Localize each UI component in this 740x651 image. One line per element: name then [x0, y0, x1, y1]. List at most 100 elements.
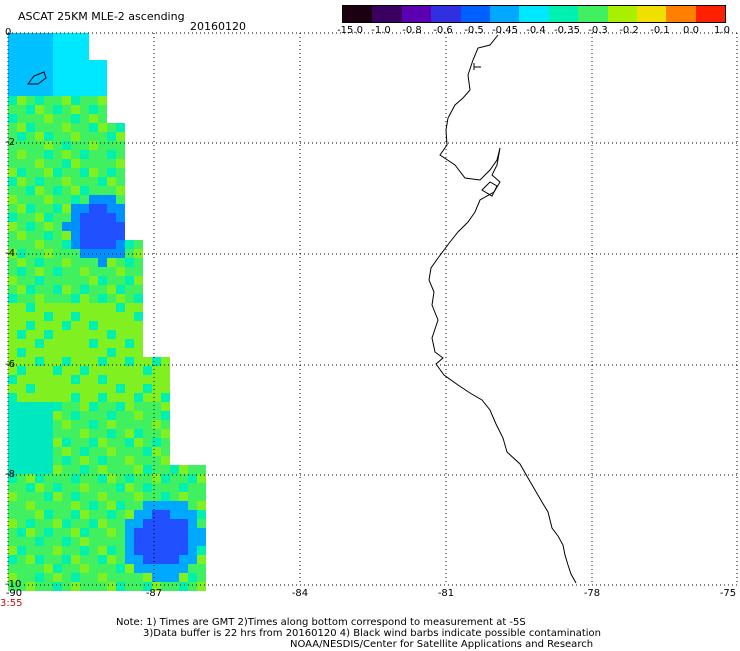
swath-cell	[26, 528, 35, 537]
swath-cell	[197, 555, 206, 564]
swath-cell	[161, 474, 170, 483]
latitude-label: -8	[5, 469, 15, 480]
swath-cell	[134, 294, 143, 303]
swath-cell	[26, 492, 35, 501]
swath-cell	[98, 204, 107, 213]
swath-cell	[179, 555, 188, 564]
swath-cell	[26, 411, 35, 420]
swath-cell	[188, 510, 197, 519]
swath-cell	[179, 537, 188, 546]
swath-cell	[107, 519, 116, 528]
swath-cell	[80, 285, 89, 294]
swath-cell	[143, 519, 152, 528]
swath-cell	[98, 411, 107, 420]
swath-cell	[107, 249, 116, 258]
swath-cell	[44, 366, 53, 375]
colorbar-label: -1.0	[371, 25, 391, 36]
swath-cell	[26, 465, 35, 474]
swath-cell	[62, 510, 71, 519]
swath-cell	[17, 501, 26, 510]
swath-cell	[125, 519, 134, 528]
swath-cell	[89, 195, 98, 204]
swath-cell	[35, 177, 44, 186]
swath-cell	[53, 87, 62, 96]
swath-cell	[116, 339, 125, 348]
swath-cell	[8, 375, 17, 384]
swath-cell	[53, 528, 62, 537]
swath-cell	[71, 510, 80, 519]
swath-cell	[44, 69, 53, 78]
swath-cell	[35, 276, 44, 285]
swath-cell	[116, 312, 125, 321]
longitude-label: -84	[291, 588, 309, 599]
swath-cell	[26, 582, 35, 591]
swath-cell	[89, 348, 98, 357]
swath-cell	[8, 582, 17, 591]
swath-cell	[44, 510, 53, 519]
swath-cell	[80, 177, 89, 186]
swath-cell	[35, 114, 44, 123]
swath-cell	[89, 438, 98, 447]
swath-cell	[17, 393, 26, 402]
swath-cell	[35, 186, 44, 195]
swath-cell	[8, 186, 17, 195]
swath-cell	[62, 483, 71, 492]
latitude-label: -2	[5, 137, 15, 148]
swath-cell	[44, 321, 53, 330]
swath-cell	[80, 213, 89, 222]
swath-cell	[152, 420, 161, 429]
swath-cell	[98, 348, 107, 357]
swath-cell	[89, 321, 98, 330]
swath-cell	[179, 510, 188, 519]
swath-cell	[89, 564, 98, 573]
swath-cell	[188, 555, 197, 564]
swath-cell	[35, 87, 44, 96]
swath-cell	[62, 366, 71, 375]
swath-cell	[188, 501, 197, 510]
swath-cell	[26, 366, 35, 375]
swath-cell	[107, 564, 116, 573]
swath-cell	[62, 492, 71, 501]
swath-cell	[80, 438, 89, 447]
swath-cell	[44, 393, 53, 402]
swath-cell	[26, 240, 35, 249]
swath-cell	[26, 33, 35, 42]
swath-cell	[125, 384, 134, 393]
swath-cell	[107, 348, 116, 357]
swath-cell	[89, 105, 98, 114]
swath-cell	[107, 555, 116, 564]
latitude-label: -4	[5, 248, 15, 259]
swath-cell	[17, 51, 26, 60]
swath-cell	[116, 303, 125, 312]
swath-cell	[17, 96, 26, 105]
swath-cell	[8, 384, 17, 393]
swath-cell	[134, 510, 143, 519]
swath-cell	[26, 330, 35, 339]
swath-cell	[116, 528, 125, 537]
swath-cell	[89, 150, 98, 159]
swath-cell	[53, 330, 62, 339]
swath-cell	[17, 384, 26, 393]
swath-cell	[8, 312, 17, 321]
swath-cell	[35, 492, 44, 501]
swath-cell	[125, 456, 134, 465]
swath-cell	[98, 438, 107, 447]
swath-cell	[17, 411, 26, 420]
swath-cell	[179, 546, 188, 555]
swath-cell	[89, 429, 98, 438]
swath-cell	[80, 411, 89, 420]
swath-cell	[134, 429, 143, 438]
swath-cell	[80, 555, 89, 564]
swath-cell	[17, 195, 26, 204]
swath-cell	[44, 204, 53, 213]
swath-cell	[152, 384, 161, 393]
swath-cell	[71, 357, 80, 366]
swath-cell	[17, 474, 26, 483]
swath-cell	[188, 492, 197, 501]
swath-cell	[170, 537, 179, 546]
swath-cell	[53, 492, 62, 501]
swath-cell	[98, 123, 107, 132]
swath-cell	[71, 465, 80, 474]
swath-cell	[35, 402, 44, 411]
